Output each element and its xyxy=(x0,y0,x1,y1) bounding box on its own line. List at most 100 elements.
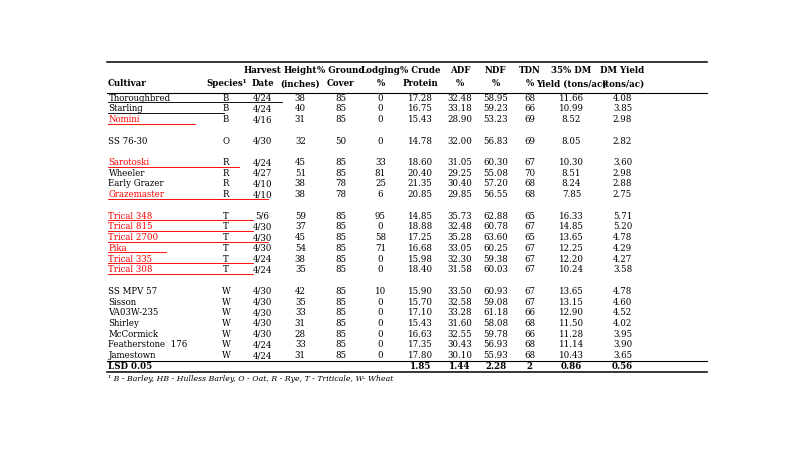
Text: 95: 95 xyxy=(375,212,386,220)
Text: 33: 33 xyxy=(295,308,306,317)
Text: B: B xyxy=(223,115,229,124)
Text: 4/16: 4/16 xyxy=(252,115,272,124)
Text: W: W xyxy=(222,319,230,328)
Text: 60.30: 60.30 xyxy=(484,158,508,167)
Text: 18.88: 18.88 xyxy=(407,222,433,231)
Text: 81: 81 xyxy=(375,169,386,178)
Text: 15.90: 15.90 xyxy=(407,287,433,296)
Text: 11.50: 11.50 xyxy=(559,319,584,328)
Text: %: % xyxy=(456,79,464,88)
Text: 60.25: 60.25 xyxy=(484,244,508,253)
Text: 2.98: 2.98 xyxy=(613,169,632,178)
Text: Pika: Pika xyxy=(109,244,127,253)
Text: W: W xyxy=(222,340,230,349)
Text: 4/24: 4/24 xyxy=(252,340,272,349)
Text: 67: 67 xyxy=(524,158,535,167)
Text: 2: 2 xyxy=(526,362,533,371)
Text: 5.20: 5.20 xyxy=(613,222,632,231)
Text: 32: 32 xyxy=(295,137,306,146)
Text: 33.18: 33.18 xyxy=(447,104,472,113)
Text: Nomini: Nomini xyxy=(109,115,140,124)
Text: 45: 45 xyxy=(295,158,306,167)
Text: 32.55: 32.55 xyxy=(448,330,472,339)
Text: 29.85: 29.85 xyxy=(447,190,472,199)
Text: 18.40: 18.40 xyxy=(407,266,433,274)
Text: 38: 38 xyxy=(295,255,306,264)
Text: 4/24: 4/24 xyxy=(252,158,272,167)
Text: ADF: ADF xyxy=(449,66,470,75)
Text: 33: 33 xyxy=(295,340,306,349)
Text: W: W xyxy=(222,297,230,306)
Text: 17.35: 17.35 xyxy=(408,340,433,349)
Text: 14.78: 14.78 xyxy=(407,137,433,146)
Text: 85: 85 xyxy=(335,340,346,349)
Text: 0: 0 xyxy=(378,351,384,360)
Text: 4/10: 4/10 xyxy=(252,190,272,199)
Text: 54: 54 xyxy=(295,244,306,253)
Text: 69: 69 xyxy=(524,137,535,146)
Text: 85: 85 xyxy=(335,222,346,231)
Text: 51: 51 xyxy=(295,169,306,178)
Text: Date: Date xyxy=(251,79,274,88)
Text: 1.44: 1.44 xyxy=(449,362,471,371)
Text: 32.30: 32.30 xyxy=(448,255,472,264)
Text: 68: 68 xyxy=(524,180,535,189)
Text: Wheeler: Wheeler xyxy=(109,169,145,178)
Text: Yield (tons/ac): Yield (tons/ac) xyxy=(536,79,607,88)
Text: 56.93: 56.93 xyxy=(484,340,508,349)
Text: 3.95: 3.95 xyxy=(613,330,632,339)
Text: 4/30: 4/30 xyxy=(252,319,272,328)
Text: 3.85: 3.85 xyxy=(613,104,632,113)
Text: 67: 67 xyxy=(524,244,535,253)
Text: 0: 0 xyxy=(378,137,384,146)
Text: 2.88: 2.88 xyxy=(613,180,632,189)
Text: Thoroughbred: Thoroughbred xyxy=(109,94,171,103)
Text: 10.99: 10.99 xyxy=(559,104,584,113)
Text: T: T xyxy=(223,255,229,264)
Text: R: R xyxy=(223,158,229,167)
Text: 16.68: 16.68 xyxy=(407,244,433,253)
Text: 33: 33 xyxy=(375,158,386,167)
Text: 78: 78 xyxy=(335,190,346,199)
Text: Trical 2700: Trical 2700 xyxy=(109,233,159,242)
Text: 4.29: 4.29 xyxy=(613,244,632,253)
Text: (tons/ac): (tons/ac) xyxy=(601,79,644,88)
Text: 11.66: 11.66 xyxy=(559,94,584,103)
Text: 15.98: 15.98 xyxy=(407,255,433,264)
Text: Height: Height xyxy=(283,66,317,75)
Text: 55.08: 55.08 xyxy=(484,169,508,178)
Text: 7.85: 7.85 xyxy=(562,190,581,199)
Text: 6: 6 xyxy=(378,190,384,199)
Text: Jamestown: Jamestown xyxy=(109,351,156,360)
Text: 4/30: 4/30 xyxy=(252,297,272,306)
Text: 28.90: 28.90 xyxy=(447,115,472,124)
Text: 4/27: 4/27 xyxy=(252,169,272,178)
Text: 4/30: 4/30 xyxy=(252,330,272,339)
Text: T: T xyxy=(223,244,229,253)
Text: Protein: Protein xyxy=(403,79,438,88)
Text: 31: 31 xyxy=(295,115,306,124)
Text: TDN: TDN xyxy=(518,66,541,75)
Text: 68: 68 xyxy=(524,94,535,103)
Text: O: O xyxy=(222,137,229,146)
Text: 4/30: 4/30 xyxy=(252,233,272,242)
Text: 33.05: 33.05 xyxy=(448,244,472,253)
Text: 85: 85 xyxy=(335,266,346,274)
Text: 4.78: 4.78 xyxy=(613,233,632,242)
Text: 0: 0 xyxy=(378,297,384,306)
Text: Grazemaster: Grazemaster xyxy=(109,190,164,199)
Text: 67: 67 xyxy=(524,266,535,274)
Text: 42: 42 xyxy=(295,287,306,296)
Text: 31.60: 31.60 xyxy=(447,319,472,328)
Text: 32.58: 32.58 xyxy=(447,297,472,306)
Text: 11.28: 11.28 xyxy=(559,330,584,339)
Text: 15.70: 15.70 xyxy=(407,297,433,306)
Text: 14.85: 14.85 xyxy=(407,212,433,220)
Text: McCormick: McCormick xyxy=(109,330,159,339)
Text: 32.48: 32.48 xyxy=(447,222,472,231)
Text: 66: 66 xyxy=(524,104,535,113)
Text: 25: 25 xyxy=(375,180,386,189)
Text: 3.65: 3.65 xyxy=(613,351,632,360)
Text: 59.38: 59.38 xyxy=(484,255,508,264)
Text: 16.75: 16.75 xyxy=(407,104,433,113)
